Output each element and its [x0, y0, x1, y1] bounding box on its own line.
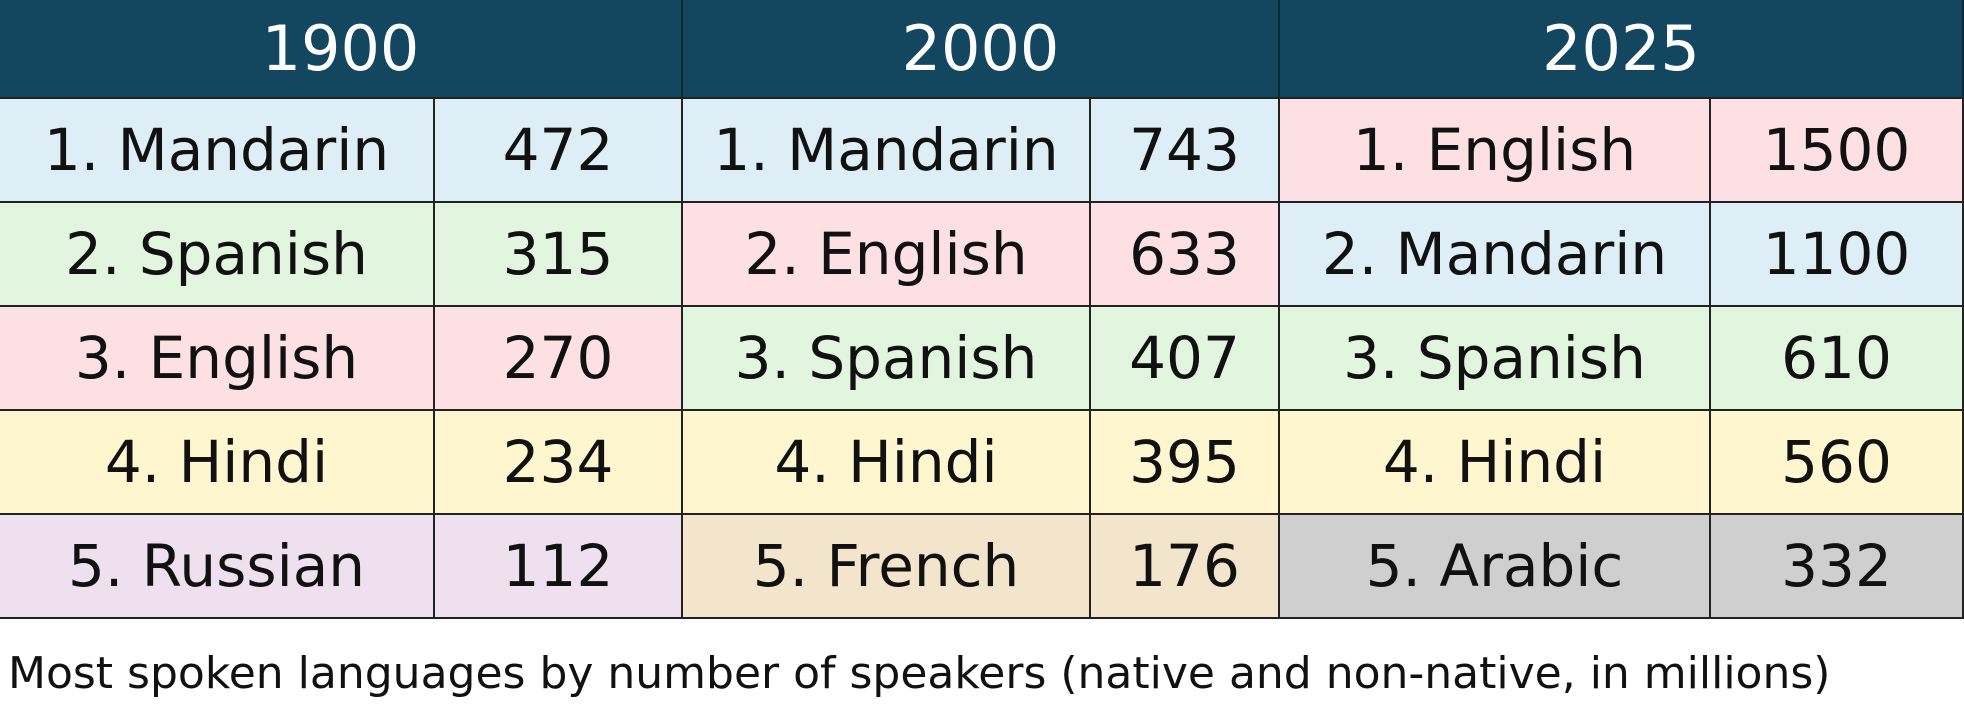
- language-cell: 5. Arabic: [1280, 515, 1711, 619]
- language-cell: 1. Mandarin: [683, 99, 1091, 203]
- language-cell: 2. Spanish: [0, 203, 435, 307]
- speakers-cell: 610: [1711, 307, 1964, 411]
- speakers-cell: 332: [1711, 515, 1964, 619]
- speakers-cell: 112: [435, 515, 683, 619]
- year-header: 2000: [683, 0, 1280, 99]
- speakers-cell: 1100: [1711, 203, 1964, 307]
- language-cell: 3. English: [0, 307, 435, 411]
- speakers-cell: 560: [1711, 411, 1964, 515]
- speakers-cell: 633: [1091, 203, 1280, 307]
- language-cell: 4. Hindi: [0, 411, 435, 515]
- year-header: 2025: [1280, 0, 1964, 99]
- speakers-cell: 743: [1091, 99, 1280, 203]
- language-cell: 2. Mandarin: [1280, 203, 1711, 307]
- language-cell: 4. Hindi: [1280, 411, 1711, 515]
- language-cell: 3. Spanish: [683, 307, 1091, 411]
- language-cell: 3. Spanish: [1280, 307, 1711, 411]
- speakers-cell: 270: [435, 307, 683, 411]
- speakers-cell: 395: [1091, 411, 1280, 515]
- speakers-cell: 176: [1091, 515, 1280, 619]
- language-cell: 5. Russian: [0, 515, 435, 619]
- language-cell: 5. French: [683, 515, 1091, 619]
- speakers-cell: 234: [435, 411, 683, 515]
- language-cell: 2. English: [683, 203, 1091, 307]
- speakers-cell: 1500: [1711, 99, 1964, 203]
- speakers-cell: 407: [1091, 307, 1280, 411]
- year-header: 1900: [0, 0, 683, 99]
- language-cell: 4. Hindi: [683, 411, 1091, 515]
- language-cell: 1. Mandarin: [0, 99, 435, 203]
- speakers-cell: 472: [435, 99, 683, 203]
- language-cell: 1. English: [1280, 99, 1711, 203]
- caption: Most spoken languages by number of speak…: [8, 648, 1831, 699]
- speakers-cell: 315: [435, 203, 683, 307]
